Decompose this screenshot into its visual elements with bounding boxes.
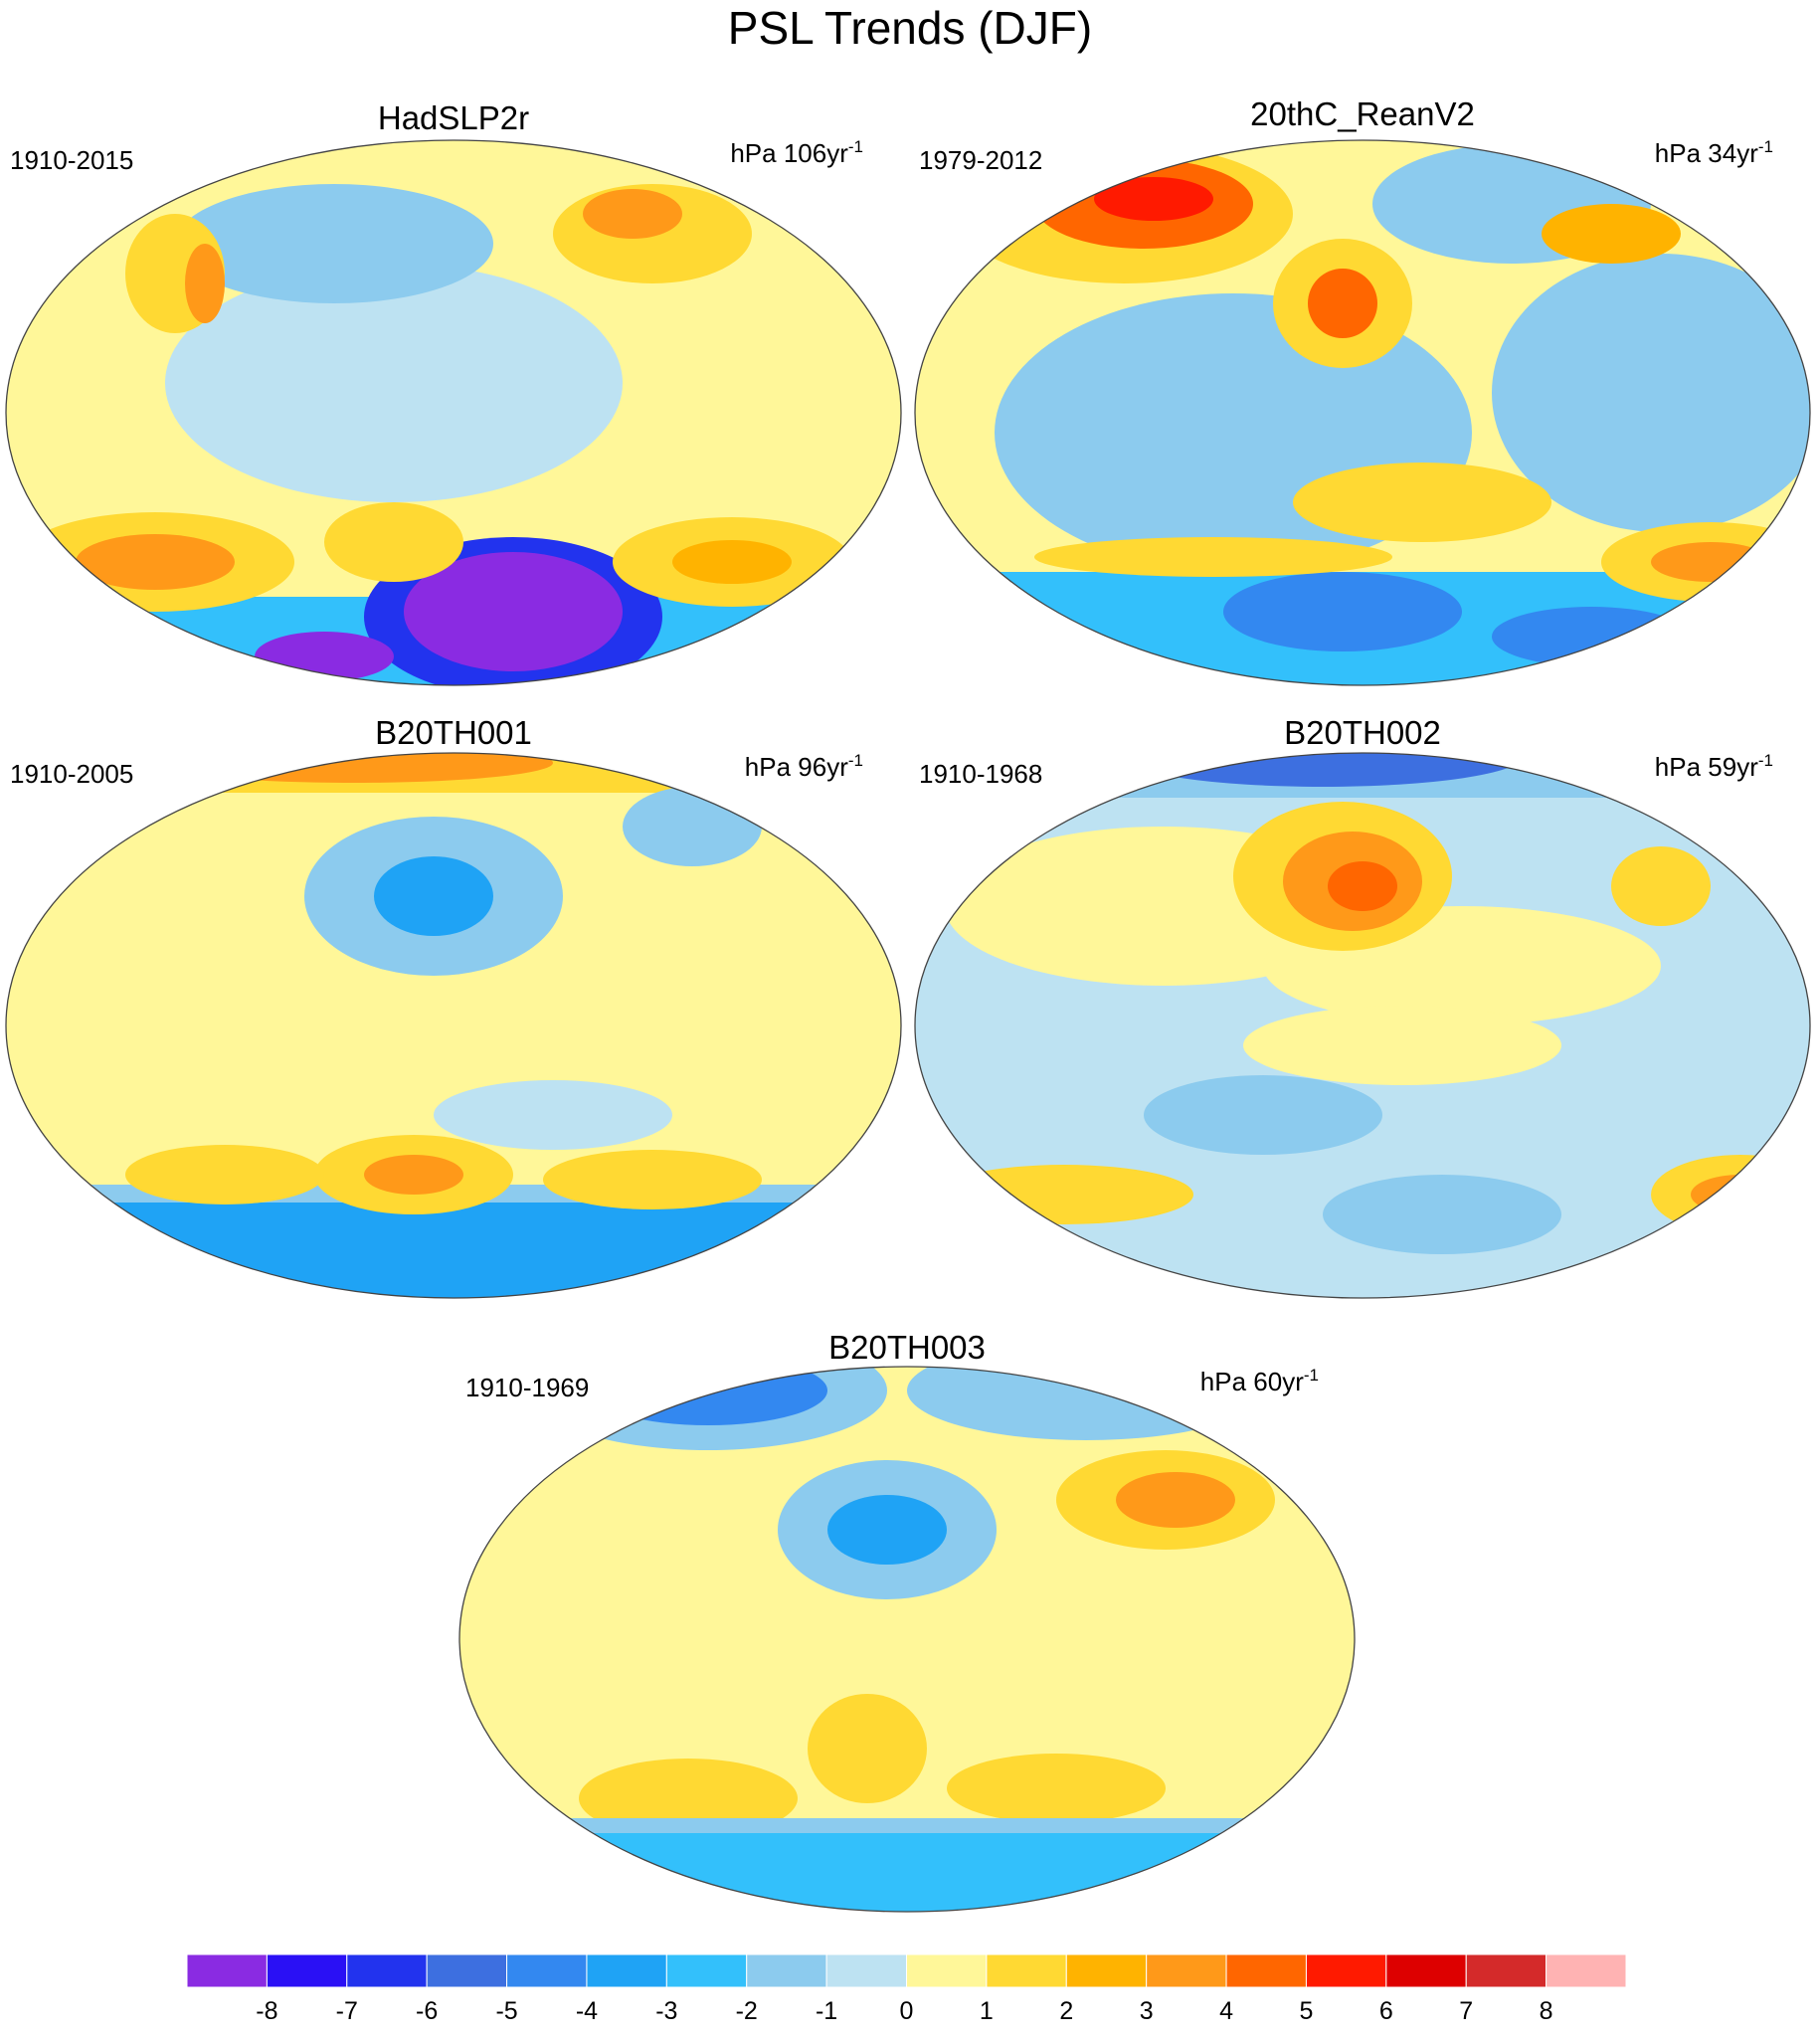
units-exponent: -1 <box>1758 137 1773 156</box>
panel-title: B20TH002 <box>1284 714 1441 751</box>
figure-title: PSL Trends (DJF) <box>728 2 1092 54</box>
colorbar-box <box>1146 1953 1227 1988</box>
colorbar-label: -6 <box>416 1997 438 2025</box>
colorbar-box <box>746 1953 827 1988</box>
map-panel <box>458 1366 1356 1913</box>
colorbar-label: 7 <box>1459 1997 1473 2025</box>
panel-period: 1910-1968 <box>919 759 1042 789</box>
panel-title: B20TH003 <box>828 1329 986 1366</box>
colorbar-box <box>825 1953 907 1988</box>
units: hPa 96yr <box>745 752 848 782</box>
colorbar-box <box>506 1953 588 1988</box>
map-panel <box>914 139 1811 686</box>
colorbar-label: 5 <box>1299 1997 1313 2025</box>
colorbar-label: -5 <box>495 1997 517 2025</box>
colorbar-box <box>665 1953 748 1988</box>
colorbar-box <box>186 1953 268 1988</box>
colorbar-label: -2 <box>736 1997 758 2025</box>
colorbar-label: -8 <box>256 1997 277 2025</box>
panel-title: B20TH001 <box>375 714 532 751</box>
units-exponent: -1 <box>1758 751 1773 770</box>
colorbar-box <box>266 1953 348 1988</box>
panel-period: 1910-2005 <box>10 759 133 789</box>
colorbar-label: -3 <box>655 1997 677 2025</box>
colorbar-label: 6 <box>1379 1997 1393 2025</box>
units: hPa 106yr <box>730 138 848 168</box>
colorbar-label: -7 <box>336 1997 358 2025</box>
colorbar-label: 3 <box>1140 1997 1154 2025</box>
panel-units: hPa 96yr-1 <box>745 751 863 782</box>
panel-title: 20thC_ReanV2 <box>1250 95 1475 132</box>
panel-units: hPa 60yr-1 <box>1200 1366 1319 1396</box>
colorbar-label: -4 <box>576 1997 598 2025</box>
colorbar-label: 2 <box>1059 1997 1073 2025</box>
units-exponent: -1 <box>848 137 863 156</box>
panel-period: 1910-2015 <box>10 145 133 175</box>
colorbar-box <box>1385 1953 1467 1988</box>
colorbar-box <box>1225 1953 1307 1988</box>
colorbar-label: 8 <box>1540 1997 1553 2025</box>
colorbar-box <box>986 1953 1067 1988</box>
panel-units: hPa 59yr-1 <box>1655 751 1773 782</box>
units: hPa 60yr <box>1200 1367 1304 1396</box>
colorbar-box <box>1546 1953 1627 1988</box>
colorbar-box <box>346 1953 428 1988</box>
colorbar-box <box>1465 1953 1547 1988</box>
colorbar-box <box>586 1953 667 1988</box>
panel-period: 1979-2012 <box>919 145 1042 175</box>
panel-units: hPa 106yr-1 <box>730 137 863 168</box>
colorbar-box <box>906 1953 988 1988</box>
colorbar-label: 4 <box>1219 1997 1233 2025</box>
map-panel <box>5 752 902 1299</box>
panel-title: HadSLP2r <box>378 99 529 136</box>
map-panel <box>914 752 1811 1299</box>
units-exponent: -1 <box>1304 1366 1319 1385</box>
units-exponent: -1 <box>848 751 863 770</box>
colorbar-box <box>426 1953 508 1988</box>
colorbar: -8 -7 -6 -5 -4 -3 -2 -1 0 1 2 3 4 5 6 7 8 <box>186 1953 1627 2025</box>
colorbar-box <box>1305 1953 1387 1988</box>
map-panel <box>5 139 902 686</box>
colorbar-label: 0 <box>900 1997 914 2025</box>
units: hPa 34yr <box>1655 138 1758 168</box>
colorbar-label: -1 <box>816 1997 837 2025</box>
panel-units: hPa 34yr-1 <box>1655 137 1773 168</box>
colorbar-box <box>1065 1953 1148 1988</box>
colorbar-label: 1 <box>980 1997 994 2025</box>
panel-period: 1910-1969 <box>465 1373 589 1402</box>
units: hPa 59yr <box>1655 752 1758 782</box>
